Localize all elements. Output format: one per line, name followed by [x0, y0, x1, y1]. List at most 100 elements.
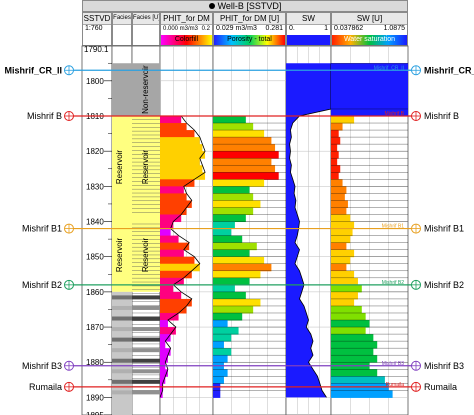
- facies-block: [112, 358, 132, 363]
- phit-u-band: [213, 123, 254, 131]
- facies-non-reservoir: [112, 63, 132, 117]
- depth-label: 1800: [86, 77, 104, 86]
- phit-u-band: [213, 151, 279, 159]
- well-dot-icon: [208, 3, 215, 9]
- scale-left: 0.: [289, 25, 295, 32]
- sw-u-band: [331, 334, 374, 342]
- marker-label-right: Rumaila: [424, 382, 457, 392]
- track-header-phit-u[interactable]: PHIT_for DM [U] 0.029 m3/m3 0.281 Porosit…: [213, 12, 286, 46]
- depth-label: 1830: [86, 182, 104, 191]
- marker-label-left: Mishrif B1: [22, 224, 62, 234]
- sw-u-band: [331, 355, 378, 363]
- phit-fill: [160, 151, 206, 159]
- sw-curve: [289, 63, 332, 398]
- sw-u-band: [331, 249, 355, 258]
- sw-u-band: [331, 320, 370, 328]
- phit-fill: [160, 263, 200, 272]
- facies-u-block: [132, 305, 160, 310]
- phit-u-band: [213, 341, 224, 349]
- track-header-sw[interactable]: SW 0. 1: [286, 12, 331, 46]
- sw-u-band: [331, 214, 351, 223]
- depth-label: 1870: [86, 323, 104, 332]
- track-header-facies[interactable]: Facies: [112, 12, 132, 46]
- phit-u-band: [213, 270, 261, 279]
- sw-u-band: [331, 179, 343, 187]
- sw-u-band: [331, 137, 341, 145]
- track-title: SW: [287, 13, 330, 25]
- well-title-bar[interactable]: Well-B [SSTVD]: [82, 0, 408, 12]
- phit-u-band: [213, 200, 261, 208]
- depth-label: 1895: [86, 411, 104, 415]
- phit-u-band: [213, 158, 272, 166]
- phit-fill: [160, 221, 174, 230]
- phit-u-band: [213, 214, 246, 223]
- sw-u-band: [331, 123, 343, 131]
- phit-fill: [160, 228, 171, 237]
- depth-label: 1890: [86, 393, 104, 402]
- phit-fill: [160, 193, 187, 201]
- phit-fill: [160, 158, 200, 166]
- marker-label-track: Rumaila: [386, 382, 405, 388]
- facies-block: [112, 305, 132, 310]
- zone-label: Reservoir: [141, 150, 150, 185]
- phit-u-band: [213, 320, 228, 328]
- marker-label-track: Mishrif B3: [382, 361, 404, 367]
- phit-u-band: [213, 284, 235, 293]
- phit-u-band: [213, 348, 232, 356]
- facies-block: [112, 348, 132, 353]
- scale-right: 1: [324, 25, 328, 32]
- sw-u-band: [331, 312, 366, 321]
- sw-u-band: [331, 193, 345, 201]
- facies-block: [112, 369, 132, 374]
- sw-u-band: [331, 63, 408, 110]
- sw-u-band: [331, 242, 347, 251]
- facies-u-block: [132, 337, 160, 342]
- sw-u-band: [331, 200, 348, 208]
- phit-u-band: [213, 179, 265, 187]
- phit-u-band: [213, 291, 246, 300]
- phit-u-band: [213, 305, 254, 314]
- facies-u-block: [132, 390, 160, 395]
- marker-label-left: Mishrif B: [27, 111, 62, 121]
- phit-u-band: [213, 242, 257, 251]
- sw-u-band: [331, 291, 358, 300]
- track-scale: 0. 1: [287, 24, 330, 34]
- track-depth: [81, 45, 113, 415]
- phit-u-band: [213, 172, 279, 180]
- fill-legend: Porosity - total: [214, 35, 285, 45]
- track-header-sw-u[interactable]: SW [U] 0.037862 1.0875 Water saturation: [331, 12, 408, 46]
- sw-u-band: [331, 158, 338, 166]
- track-header-depth[interactable]: SSTVD 1:760: [82, 12, 112, 46]
- phit-curve: [159, 115, 206, 398]
- sw-u-band: [331, 298, 355, 307]
- marker-label-track: Mishrif B1: [382, 224, 404, 230]
- phit-fill: [160, 235, 179, 244]
- phit-u-band: [213, 376, 224, 384]
- facies-u-block: [132, 348, 160, 353]
- track-scale: 0.000 m3/m3 0.2: [161, 24, 212, 34]
- phit-u-band: [213, 235, 243, 244]
- phit-fill: [160, 284, 174, 293]
- facies-block: [112, 316, 132, 321]
- phit-u-band: [213, 137, 272, 145]
- track-header-facies-u[interactable]: Facies [U]: [132, 12, 160, 46]
- phit-fill: [160, 165, 203, 173]
- track-header-phit[interactable]: PHIT_for DM 0.000 m3/m3 0.2 Colorfill: [160, 12, 213, 46]
- track-scale: 1:760: [83, 24, 111, 34]
- sw-u-band: [331, 151, 339, 159]
- zone-label: Non-reservoir: [141, 65, 150, 114]
- facies-lower: [112, 291, 132, 415]
- facies-block: [112, 379, 132, 384]
- phit-u-band: [213, 390, 221, 398]
- phit-fill: [160, 116, 182, 124]
- facies-u-block: [132, 358, 160, 363]
- sw-u-band: [331, 348, 374, 356]
- sw-u-band: [331, 207, 347, 215]
- phit-fill: [160, 312, 179, 321]
- marker-label-left: Rumaila: [29, 382, 62, 392]
- depth-label: 1840: [86, 218, 104, 227]
- phit-fill: [160, 256, 195, 265]
- sw-u-band: [331, 228, 353, 237]
- marker-label-right: Mishrif_CR_II: [424, 65, 474, 75]
- phit-fill: [160, 144, 203, 152]
